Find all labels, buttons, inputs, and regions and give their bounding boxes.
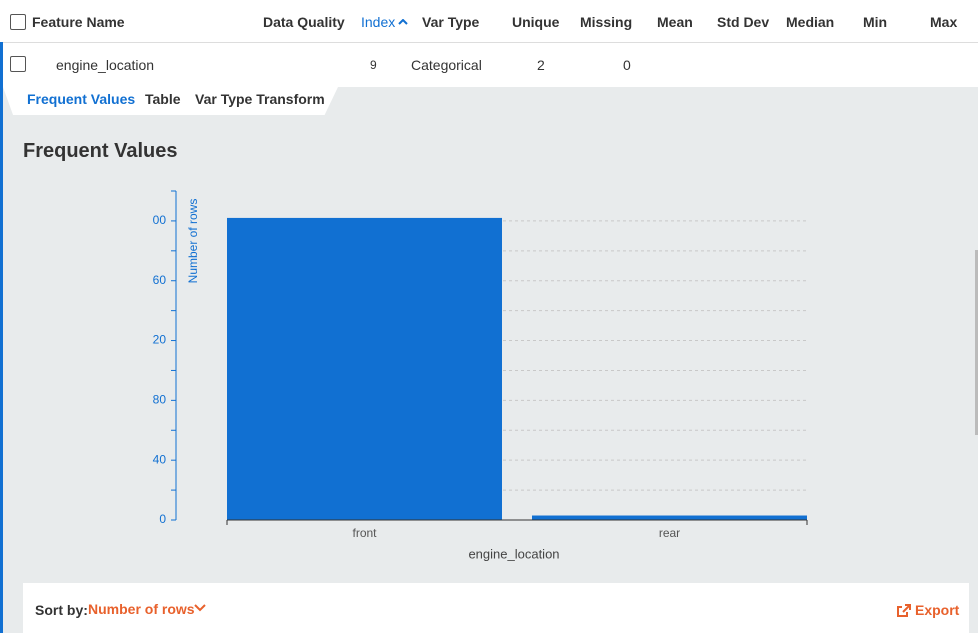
export-icon[interactable] xyxy=(896,603,912,617)
bar xyxy=(227,217,502,520)
chart: 0 40 80 120 160 200 Number of rows front rear en… xyxy=(146,190,808,561)
unique: 2 xyxy=(537,57,545,73)
index: 9 xyxy=(370,58,377,72)
column-header[interactable]: Var Type xyxy=(422,14,480,30)
x-axis-label: engine_location xyxy=(468,546,559,561)
y-tick-label: 120 xyxy=(146,333,166,347)
y-tick-label: 40 xyxy=(153,452,167,466)
x-tick-label: front xyxy=(352,526,377,540)
tab[interactable]: Var Type Transform xyxy=(195,91,325,107)
table-row: engine_location 9 Categorical 2 0 xyxy=(3,43,978,87)
x-tick-label: rear xyxy=(659,526,680,540)
scrollbar[interactable] xyxy=(975,250,978,435)
y-tick-label: 200 xyxy=(146,213,166,227)
section-title: Frequent Values xyxy=(23,140,178,162)
feature-name: engine_location xyxy=(56,57,155,73)
select-all-checkbox[interactable] xyxy=(10,14,26,30)
column-header[interactable]: Mean xyxy=(657,14,693,30)
dropdown-arrow[interactable] xyxy=(194,604,206,612)
y-tick-label: 80 xyxy=(153,393,167,407)
column-header[interactable]: Index xyxy=(361,14,396,30)
column-header[interactable]: Unique xyxy=(512,14,560,30)
sort-dropdown[interactable]: Number of rows xyxy=(88,601,195,617)
missing: 0 xyxy=(623,57,631,73)
column-header[interactable]: Max xyxy=(930,14,958,30)
column-header[interactable]: Feature Name xyxy=(32,14,125,30)
row-indicator xyxy=(0,42,3,633)
row-checkbox[interactable] xyxy=(10,56,26,72)
export-button[interactable]: Export xyxy=(915,602,960,618)
column-header[interactable]: Min xyxy=(863,14,888,30)
column-header[interactable]: Data Quality xyxy=(263,14,345,30)
tab-bar: Frequent Values Table Var Type Transform xyxy=(3,87,338,115)
tab[interactable]: Frequent Values xyxy=(27,91,136,107)
table-header: Feature Name Data Quality Index Var Type… xyxy=(0,0,978,43)
sort-arrow[interactable] xyxy=(398,19,408,25)
bar xyxy=(532,515,807,520)
var-type: Categorical xyxy=(411,57,482,73)
sort-label: Sort by: xyxy=(35,602,88,618)
column-header[interactable]: Std Dev xyxy=(717,14,770,30)
column-header[interactable]: Median xyxy=(786,14,835,30)
y-tick-label: 0 xyxy=(159,512,166,526)
tab[interactable]: Table xyxy=(145,91,181,107)
y-tick-label: 160 xyxy=(146,273,166,287)
y-axis-label: Number of rows xyxy=(186,199,200,284)
column-header[interactable]: Missing xyxy=(580,14,633,30)
footer-bar: Sort by: Number of rows Export xyxy=(23,583,969,633)
